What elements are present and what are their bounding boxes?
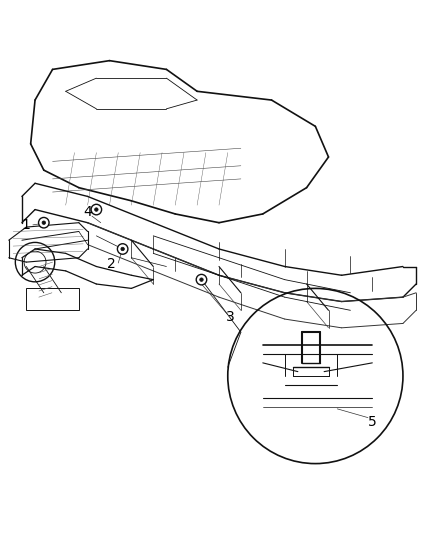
Circle shape — [117, 244, 128, 254]
Circle shape — [39, 217, 49, 228]
Text: 1: 1 — [22, 218, 31, 232]
Text: 5: 5 — [368, 415, 377, 429]
Text: 3: 3 — [226, 310, 234, 324]
Circle shape — [95, 208, 98, 211]
Circle shape — [121, 247, 124, 251]
Circle shape — [91, 204, 102, 215]
Circle shape — [200, 278, 203, 281]
Circle shape — [42, 221, 46, 224]
Text: 2: 2 — [107, 257, 116, 271]
Circle shape — [196, 274, 207, 285]
Text: 4: 4 — [83, 205, 92, 219]
